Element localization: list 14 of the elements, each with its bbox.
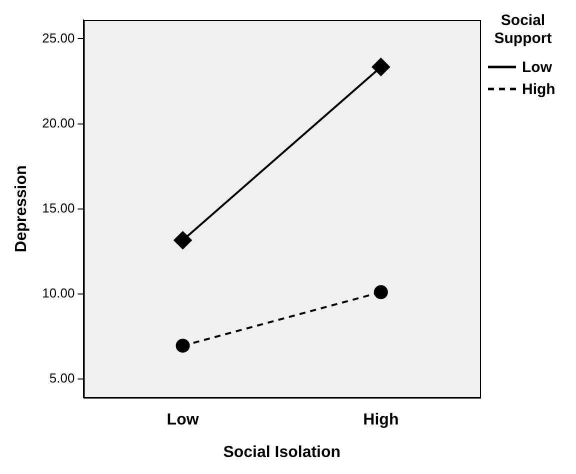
legend-title: Social Support: [493, 12, 553, 48]
y-axis-title: Depression: [13, 165, 30, 252]
y-tick-label: 10.00: [42, 285, 75, 300]
x-axis-title: Social Isolation: [223, 444, 341, 461]
legend-label: Low: [522, 58, 552, 76]
y-tick-label: 5.00: [49, 370, 75, 386]
y-tick-label: 20.00: [42, 115, 75, 130]
legend-label: High: [522, 80, 556, 98]
y-tick-label: 25.00: [42, 30, 75, 46]
point: [372, 58, 390, 76]
point: [176, 338, 190, 353]
y-tick-label: 15.00: [42, 200, 75, 216]
point: [174, 231, 192, 250]
point: [374, 285, 388, 300]
